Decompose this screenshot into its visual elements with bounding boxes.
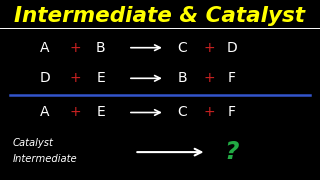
Text: Catalyst: Catalyst (13, 138, 54, 148)
Text: A: A (40, 41, 50, 55)
Text: D: D (227, 41, 237, 55)
Text: E: E (96, 71, 105, 85)
Text: E: E (96, 105, 105, 120)
Text: C: C (178, 41, 187, 55)
Text: A: A (40, 105, 50, 120)
Text: +: + (69, 105, 81, 120)
Text: +: + (69, 71, 81, 85)
Text: F: F (228, 105, 236, 120)
Text: C: C (178, 105, 187, 120)
Text: D: D (39, 71, 50, 85)
Text: +: + (204, 41, 215, 55)
Text: F: F (228, 71, 236, 85)
Text: B: B (178, 71, 187, 85)
Text: ?: ? (225, 140, 239, 164)
Text: +: + (204, 71, 215, 85)
Text: B: B (96, 41, 106, 55)
Text: +: + (69, 41, 81, 55)
Text: Intermediate: Intermediate (13, 154, 77, 164)
Text: +: + (204, 105, 215, 120)
Text: Intermediate & Catalyst: Intermediate & Catalyst (14, 6, 306, 26)
